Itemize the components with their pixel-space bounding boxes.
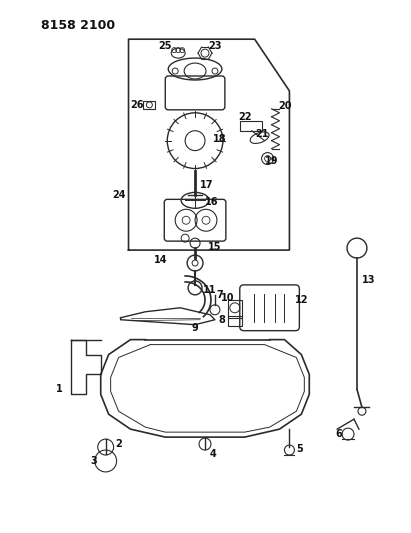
- Text: 16: 16: [205, 197, 219, 207]
- Bar: [143, 101, 155, 109]
- Text: 20: 20: [279, 101, 292, 111]
- Text: 21: 21: [255, 128, 268, 139]
- Text: 12: 12: [295, 295, 308, 305]
- Text: 8: 8: [219, 314, 225, 325]
- Text: 19: 19: [265, 156, 278, 166]
- Text: 11: 11: [203, 285, 217, 295]
- Text: 13: 13: [362, 275, 376, 285]
- Bar: [228, 316, 242, 326]
- Text: 24: 24: [112, 190, 125, 200]
- Text: 10: 10: [221, 293, 235, 303]
- Text: 25: 25: [159, 41, 172, 51]
- Text: 15: 15: [208, 242, 222, 252]
- Bar: [228, 300, 242, 318]
- Bar: [240, 121, 262, 131]
- Text: 17: 17: [200, 181, 214, 190]
- Text: 26: 26: [131, 100, 144, 110]
- Text: 4: 4: [210, 449, 216, 459]
- Text: 22: 22: [238, 112, 252, 122]
- Text: 9: 9: [192, 322, 199, 333]
- Text: 5: 5: [296, 444, 303, 454]
- Text: 8158 2100: 8158 2100: [41, 19, 115, 33]
- Text: 3: 3: [90, 456, 97, 466]
- Text: 2: 2: [115, 439, 122, 449]
- Text: 7: 7: [217, 290, 223, 300]
- Text: 1: 1: [55, 384, 62, 394]
- Text: 18: 18: [213, 134, 227, 144]
- Text: 14: 14: [154, 255, 167, 265]
- Text: 23: 23: [208, 41, 222, 51]
- Text: 6: 6: [336, 429, 342, 439]
